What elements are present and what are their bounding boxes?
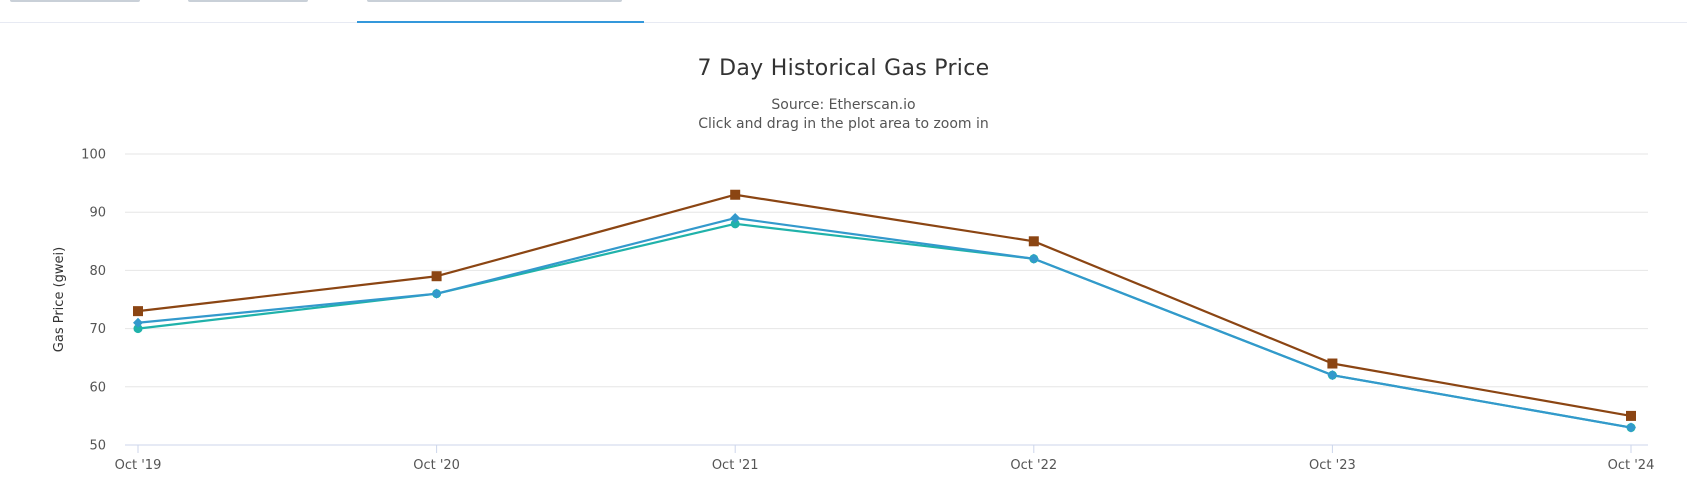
x-tick-label: Oct '20 xyxy=(413,458,460,473)
data-point[interactable] xyxy=(1626,410,1636,421)
data-point[interactable] xyxy=(730,189,741,200)
x-tick-label: Oct '22 xyxy=(1010,458,1057,473)
data-point[interactable] xyxy=(730,213,741,224)
data-point[interactable] xyxy=(1327,358,1338,369)
tab-2[interactable] xyxy=(178,0,328,21)
tab-2-label-cut xyxy=(188,0,308,2)
chart-subtitle-source: Source: Etherscan.io xyxy=(771,97,916,113)
data-point[interactable] xyxy=(133,306,143,317)
data-point[interactable] xyxy=(431,271,442,282)
data-point[interactable] xyxy=(730,219,740,229)
y-tick-label: 90 xyxy=(89,206,106,221)
y-tick-label: 50 xyxy=(89,439,106,454)
x-tick-label: Oct '19 xyxy=(115,458,162,473)
series-line[interactable] xyxy=(137,216,1632,429)
data-point[interactable] xyxy=(1327,370,1338,381)
chart-title: 7 Day Historical Gas Price xyxy=(697,56,990,81)
x-tick-label: Oct '24 xyxy=(1608,458,1655,473)
series-line[interactable] xyxy=(137,222,1632,429)
series-line[interactable] xyxy=(137,193,1632,417)
data-point[interactable] xyxy=(1028,236,1039,247)
tab-active[interactable] xyxy=(357,0,644,23)
y-tick-label: 80 xyxy=(89,264,106,279)
data-point[interactable] xyxy=(431,288,442,299)
y-tick-label: 100 xyxy=(81,148,106,163)
tab-1-label-cut xyxy=(10,0,140,2)
data-point[interactable] xyxy=(133,317,143,328)
data-point[interactable] xyxy=(1028,253,1039,264)
x-tick-label: Oct '21 xyxy=(712,458,759,473)
y-tick-label: 60 xyxy=(89,380,106,395)
data-point[interactable] xyxy=(1626,422,1636,433)
tab-active-label-cut xyxy=(367,0,622,2)
y-axis-title: Gas Price (gwei) xyxy=(52,247,67,352)
chart-subtitle-hint: Click and drag in the plot area to zoom … xyxy=(698,116,989,132)
y-tick-label: 70 xyxy=(89,322,106,337)
data-point[interactable] xyxy=(133,324,143,334)
x-tick-label: Oct '23 xyxy=(1309,458,1356,473)
tab-1[interactable] xyxy=(0,0,160,21)
tab-bar xyxy=(0,0,1687,23)
